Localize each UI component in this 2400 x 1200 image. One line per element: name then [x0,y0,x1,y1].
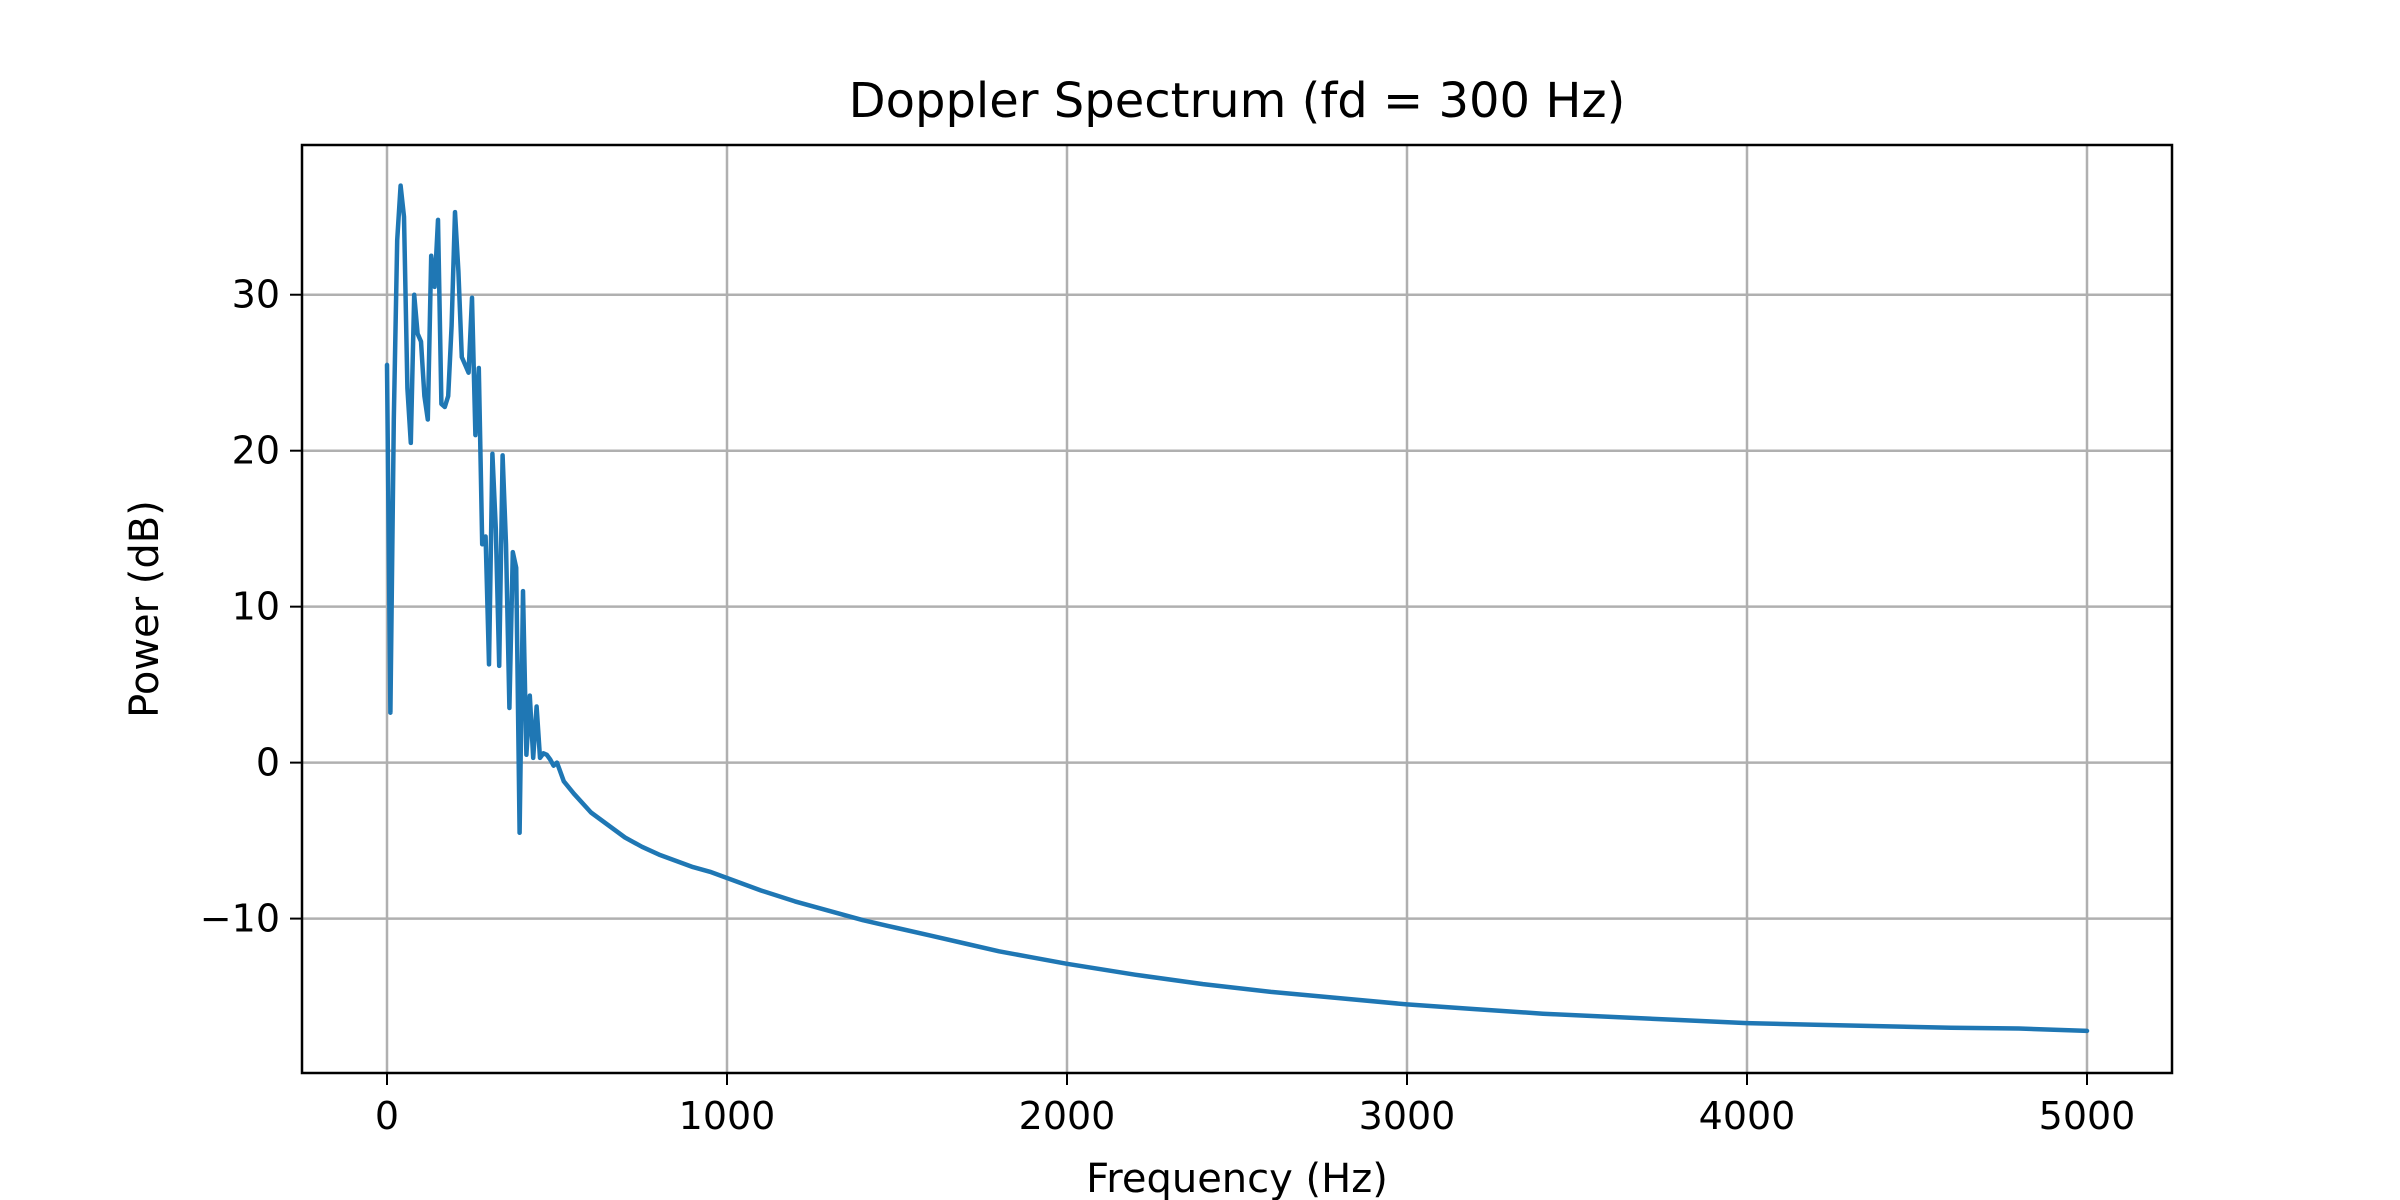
series-line [384,183,2090,1034]
x-tick-label: 2000 [1019,1094,1116,1138]
grid [302,145,2172,1073]
chart-title: Doppler Spectrum (fd = 300 Hz) [849,73,1626,129]
y-tick-label: −10 [200,897,280,941]
y-tick-label: 30 [232,273,280,317]
y-axis-label: Power (dB) [122,500,168,718]
x-tick-label: 4000 [1699,1094,1796,1138]
x-tick-label: 1000 [679,1094,776,1138]
x-tick-label: 3000 [1359,1094,1456,1138]
x-tick-label: 5000 [2039,1094,2136,1138]
x-tick-label: 0 [375,1094,399,1138]
y-tick-label: 10 [232,585,280,629]
ticks: 0 1000 2000 3000 4000 5000 −10 0 10 20 30 [200,273,2136,1138]
y-tick-label: 0 [256,741,280,785]
series-layer [384,183,2090,1034]
y-tick-label: 20 [232,429,280,473]
plot-frame [300,143,2174,1075]
x-axis-label: Frequency (Hz) [1086,1156,1388,1200]
